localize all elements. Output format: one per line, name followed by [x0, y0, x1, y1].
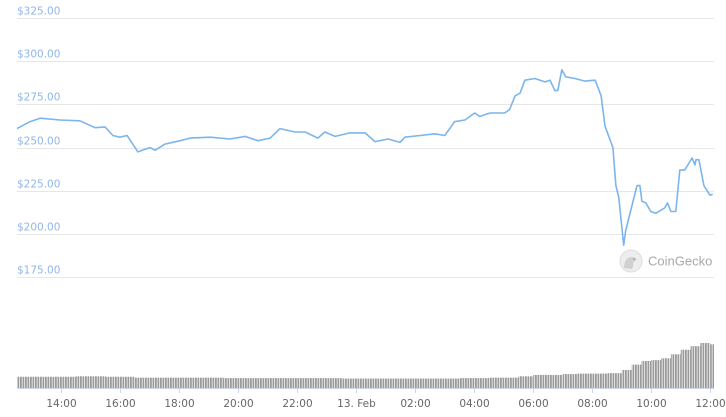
- volume-bar: [459, 378, 489, 388]
- volume-bar: [592, 373, 607, 388]
- x-tick-label: 02:00: [400, 398, 430, 410]
- volume-bar: [680, 349, 691, 388]
- gecko-logo-icon: [619, 249, 643, 273]
- y-tick-label: $300.00: [17, 49, 60, 61]
- y-tick-label: $200.00: [17, 222, 60, 234]
- x-tick-label: 06:00: [518, 398, 548, 410]
- volume-bar: [194, 377, 224, 388]
- volume-bar: [253, 378, 283, 388]
- volume-bar: [371, 378, 401, 388]
- x-tick-label: 22:00: [282, 398, 312, 410]
- volume-bar: [489, 377, 519, 388]
- coingecko-watermark: CoinGecko: [619, 249, 712, 273]
- volume-bar: [76, 376, 106, 388]
- x-tick-label: 04:00: [459, 398, 489, 410]
- volume-bar: [641, 361, 652, 388]
- volume-bar: [533, 374, 548, 388]
- volume-bar: [164, 377, 194, 388]
- volume-bar: [651, 360, 662, 388]
- volume-bar: [607, 373, 622, 388]
- volume-bar: [430, 378, 460, 388]
- y-tick-label: $175.00: [17, 265, 60, 277]
- volume-bar: [223, 378, 253, 388]
- volume-bar: [700, 343, 711, 388]
- volume-bar: [46, 376, 76, 388]
- x-tick-label: 08:00: [577, 398, 607, 410]
- x-tick-label: 16:00: [105, 398, 135, 410]
- volume-bar: [400, 378, 430, 388]
- x-tick-label: 10:00: [636, 398, 666, 410]
- volume-bar: [548, 374, 563, 388]
- y-tick-label: $325.00: [17, 6, 60, 18]
- watermark-text: CoinGecko: [648, 254, 712, 269]
- volume-bar: [135, 377, 165, 388]
- x-tick-label: 13. Feb: [337, 398, 376, 410]
- x-tick-label: 20:00: [223, 398, 253, 410]
- volume-bar: [621, 370, 632, 388]
- volume-bar: [670, 354, 681, 388]
- volume-bar: [690, 346, 701, 388]
- volume-bar: [312, 378, 342, 388]
- volume-bar: [631, 364, 642, 388]
- x-tick-label: 18:00: [164, 398, 194, 410]
- volume-bar: [562, 374, 578, 388]
- y-tick-label: $275.00: [17, 92, 60, 104]
- volume-bar: [105, 376, 135, 388]
- x-tick-label: 14:00: [46, 398, 76, 410]
- volume-bar: [341, 378, 371, 388]
- y-tick-label: $250.00: [17, 136, 60, 148]
- volume-bar: [282, 378, 312, 388]
- volume-bar: [710, 344, 714, 388]
- volume-bar: [661, 358, 671, 388]
- price-line: [16, 69, 713, 246]
- volume-bar: [577, 373, 593, 388]
- volume-bar: [17, 376, 47, 388]
- x-tick-label: 12:00: [695, 398, 725, 410]
- volume-bar: [518, 376, 534, 388]
- y-tick-label: $225.00: [17, 179, 60, 191]
